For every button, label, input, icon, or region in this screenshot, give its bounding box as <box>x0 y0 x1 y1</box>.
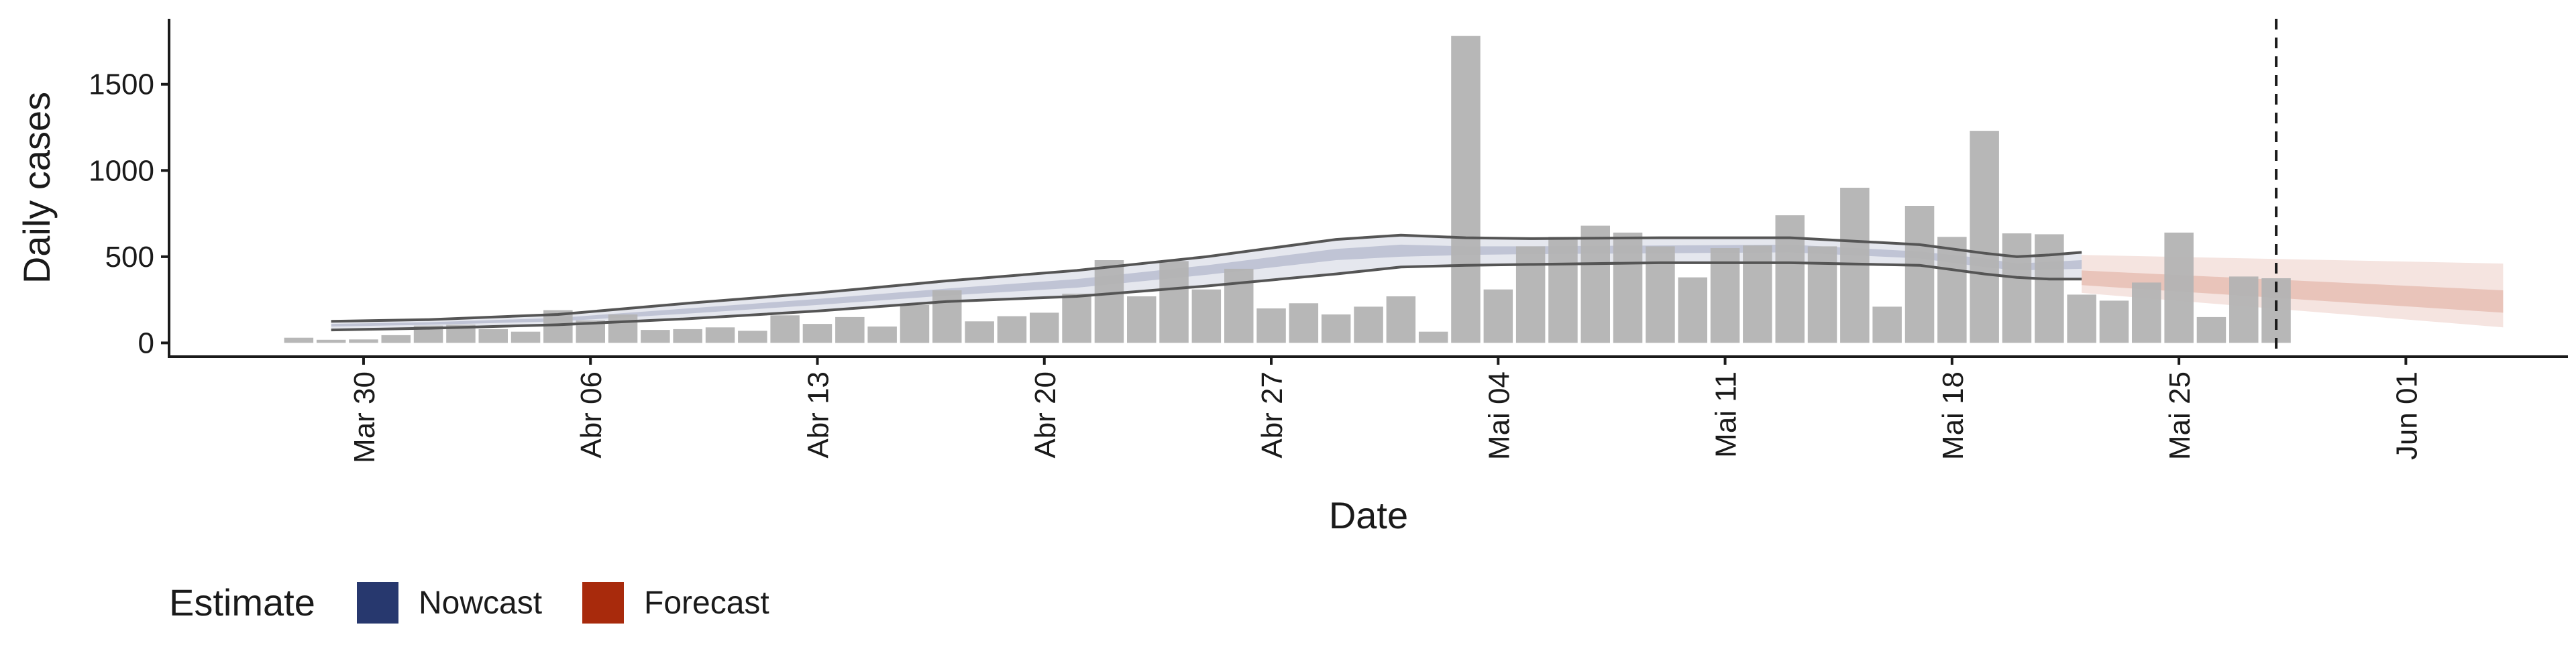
bar <box>316 339 346 343</box>
bar <box>1451 36 1481 343</box>
legend-key-nowcast <box>357 582 398 624</box>
bar <box>478 329 508 343</box>
bars <box>284 36 2291 343</box>
bar <box>738 331 767 343</box>
bar <box>2196 316 2226 343</box>
bar <box>1646 246 1675 343</box>
bar <box>673 329 702 343</box>
x-ticks: Mar 30 Abr 06 Abr 13 Abr 20 Abr 27 Mai 04 Mai … <box>348 357 2423 463</box>
estimate-lines <box>331 233 2082 332</box>
bar <box>608 314 638 343</box>
x-tick-label: Abr 13 <box>802 371 835 459</box>
bar <box>932 290 962 343</box>
bar <box>900 304 930 343</box>
bar <box>1775 215 1805 343</box>
bar <box>997 316 1027 343</box>
bar <box>1224 268 1254 343</box>
bar <box>349 339 378 343</box>
bar <box>1191 289 1222 343</box>
x-tick-label: Mai 04 <box>1483 371 1515 460</box>
bar <box>1613 232 1643 343</box>
bar <box>1418 331 1448 343</box>
bar <box>1904 206 1935 343</box>
bar <box>867 327 897 343</box>
bar <box>2067 294 2096 343</box>
y-tick-label: 0 <box>138 327 154 359</box>
bar <box>1743 245 1772 343</box>
legend-title: Estimate <box>169 581 315 624</box>
legend-label-forecast: Forecast <box>644 585 769 621</box>
bar <box>2229 276 2259 343</box>
nowcast-inner-band <box>331 244 2082 327</box>
y-axis-title: Daily cases <box>15 92 58 284</box>
bar <box>835 316 865 343</box>
bar <box>1094 260 1124 343</box>
axes <box>168 19 2568 358</box>
bar <box>641 330 670 343</box>
nowcast-lower-line <box>331 261 2082 332</box>
x-tick-label: Mai 25 <box>2163 371 2196 460</box>
bar <box>2002 233 2032 343</box>
bar <box>1321 314 1351 343</box>
x-tick-label: Abr 27 <box>1256 371 1289 459</box>
bar <box>802 324 833 343</box>
bar <box>2099 300 2129 343</box>
x-axis-title: Date <box>1329 494 1408 536</box>
bar <box>965 321 994 343</box>
bar <box>1515 246 1546 343</box>
bar <box>1354 306 1383 343</box>
bar <box>770 315 800 343</box>
legend-key-forecast <box>582 582 624 624</box>
y-ticks: 0 500 1000 1500 <box>89 68 169 359</box>
legend: Estimate Nowcast Forecast <box>169 581 769 624</box>
bar <box>1062 294 1091 343</box>
bar <box>1872 306 1902 343</box>
bar <box>1970 131 1999 343</box>
y-tick-label: 1000 <box>89 154 154 187</box>
x-tick-label: Abr 20 <box>1029 371 1062 459</box>
bar <box>705 327 735 343</box>
bar <box>1256 308 1286 343</box>
bar <box>1127 296 1157 343</box>
bar <box>1030 312 1059 343</box>
x-tick-label: Mai 18 <box>1937 371 1970 460</box>
bar <box>284 337 314 343</box>
legend-label-nowcast: Nowcast <box>419 585 542 621</box>
bar <box>2132 282 2161 343</box>
x-tick-label: Mai 11 <box>1710 371 1743 458</box>
bar <box>381 335 411 343</box>
bar <box>2035 234 2064 343</box>
bar <box>2164 232 2194 343</box>
bar <box>1580 225 1610 343</box>
bar <box>1678 277 1707 343</box>
nowcast-outer-band <box>331 235 2082 331</box>
bar <box>1807 246 1837 343</box>
bar <box>1937 237 1967 343</box>
x-tick-label: Jun 01 <box>2390 371 2423 460</box>
x-tick-label: Mar 30 <box>348 371 381 463</box>
y-tick-label: 500 <box>105 241 154 274</box>
bar <box>1548 237 1578 343</box>
bar <box>1483 289 1513 343</box>
bar <box>1386 296 1416 343</box>
bar <box>1289 303 1319 343</box>
bar <box>1159 261 1189 343</box>
y-tick-label: 1500 <box>89 68 154 101</box>
nowcast-upper-line <box>331 233 2082 323</box>
x-tick-label: Abr 06 <box>575 371 608 459</box>
bar <box>511 331 541 343</box>
